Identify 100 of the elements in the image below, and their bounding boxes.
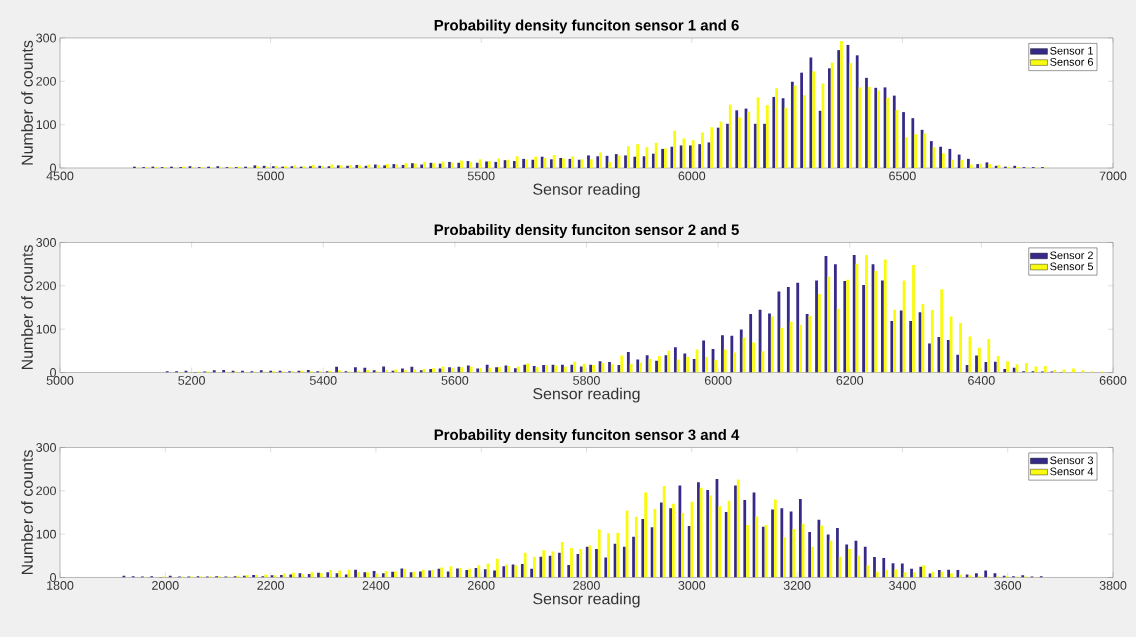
x-tick-label: 3800 [1099,581,1127,590]
bar [726,123,729,168]
bar [645,355,649,373]
bar [1043,365,1047,373]
bar [681,512,685,578]
bar [709,495,712,578]
bar [746,525,749,578]
x-axis-title: Sensor reading [533,183,640,199]
bar [662,486,666,578]
bar [882,557,886,578]
x-tick-label: 5500 [467,171,495,181]
x-tick-label: 3000 [678,581,706,590]
bar [947,569,951,578]
bar [1006,361,1010,373]
bar [808,531,812,578]
x-tick-label: 6600 [1099,376,1127,385]
bar [493,570,496,578]
x-tick-label: 1800 [47,581,74,590]
bar [956,354,960,373]
bar [1003,369,1007,373]
bar [699,487,703,578]
x-tick-label: 5400 [309,376,337,385]
bar [733,352,737,373]
bar [836,308,840,373]
bar [755,516,759,578]
bar [702,340,706,373]
bar [672,503,675,578]
x-tick-label: 5000 [46,376,74,385]
x-tick-label: 2400 [362,581,390,590]
bar [772,96,776,168]
bar [836,528,839,578]
bar [923,133,927,168]
y-tick-label: 300 [36,238,56,247]
bar [865,255,868,373]
bar [845,544,849,578]
y-tick-label: 100 [36,529,56,539]
bar [946,339,950,373]
bar [977,347,981,373]
bar [608,161,612,168]
bar [828,68,831,168]
bar [644,492,647,578]
bar [826,534,830,578]
bar [875,571,879,578]
bar [893,309,897,373]
bar [950,573,953,578]
bar [520,564,524,578]
y-axis-title: Number of counts [21,40,33,165]
bar [912,572,916,578]
bar [910,568,913,578]
bar [530,568,534,578]
bar [670,146,674,168]
bar [798,499,802,578]
y-tick-label: 200 [36,486,56,496]
bar [948,148,952,168]
bar [730,335,734,373]
x-tick-label: 6000 [704,376,732,385]
bar [957,154,961,168]
y-tick-label: 300 [36,443,56,452]
legend-label: Sensor 3 [1050,456,1094,465]
bar [335,366,338,373]
bar [809,57,813,168]
bar [775,88,778,168]
bar [734,485,737,578]
x-tick-label: 5600 [441,376,469,385]
bar [633,156,637,168]
bar [523,552,527,578]
bar [691,140,695,168]
bar [589,159,593,168]
chart-title: Probability density funciton sensor 2 and 5 [434,224,739,238]
bar [921,304,925,373]
bar [783,537,786,578]
bar [939,146,942,168]
bar [940,289,944,373]
bar [956,570,960,578]
bar [817,294,821,373]
y-tick-label: 0 [50,573,56,582]
bar [771,509,774,578]
x-tick-label: 2200 [257,581,284,590]
bar [827,276,831,373]
bar [673,347,677,373]
bar [385,370,388,373]
bar [706,489,710,578]
bar [912,265,915,373]
bar [753,123,757,168]
y-tick-label: 300 [36,33,56,43]
bar [596,156,600,168]
bar [820,525,824,578]
bar [724,512,728,578]
x-tick-label: 5000 [257,171,284,181]
bar [863,546,867,578]
bar [723,349,727,373]
bar [928,343,931,373]
bar [654,142,658,168]
bar [857,555,861,578]
bar [738,117,741,168]
bar [728,104,732,168]
x-tick-label: 3600 [994,581,1022,590]
bar [659,502,663,578]
bar [701,132,704,168]
bar [932,147,936,168]
